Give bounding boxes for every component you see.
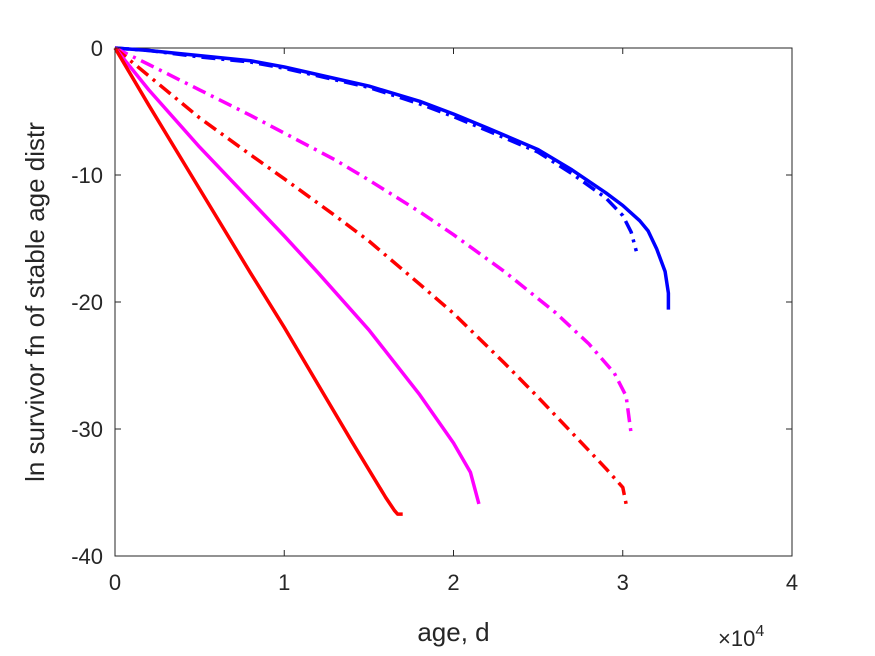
y-tick-label: 0 [91,36,103,61]
series-line-4 [113,46,628,505]
y-tick-label: -10 [71,163,103,188]
x-tick-label: 4 [786,570,798,595]
series-layer [113,46,671,516]
y-axis-ticks: 0 -10 -20 -30 -40 [71,36,792,569]
x-axis-multiplier-base: ×10 [718,626,755,651]
series-line-1 [114,46,671,310]
series-line-2 [114,46,638,252]
x-axis-ticks: 0 1 2 3 4 [109,48,798,595]
y-tick-label: -30 [71,417,103,442]
x-tick-label: 3 [617,570,629,595]
x-axis-multiplier: ×104 [718,623,764,651]
series-line-5 [113,46,481,505]
series-line-3 [114,46,633,435]
y-tick-label: -40 [71,544,103,569]
series-line-6 [113,47,403,516]
axes-box [114,47,793,557]
x-tick-label: 0 [109,570,121,595]
y-axis-label: ln survivor fn of stable age distr [20,122,50,482]
plot-area [114,47,793,557]
x-axis-multiplier-exponent: 4 [755,623,764,640]
y-tick-label: -20 [71,290,103,315]
x-axis-label: age, d [417,617,489,647]
x-tick-label: 2 [447,570,459,595]
x-tick-label: 1 [278,570,290,595]
